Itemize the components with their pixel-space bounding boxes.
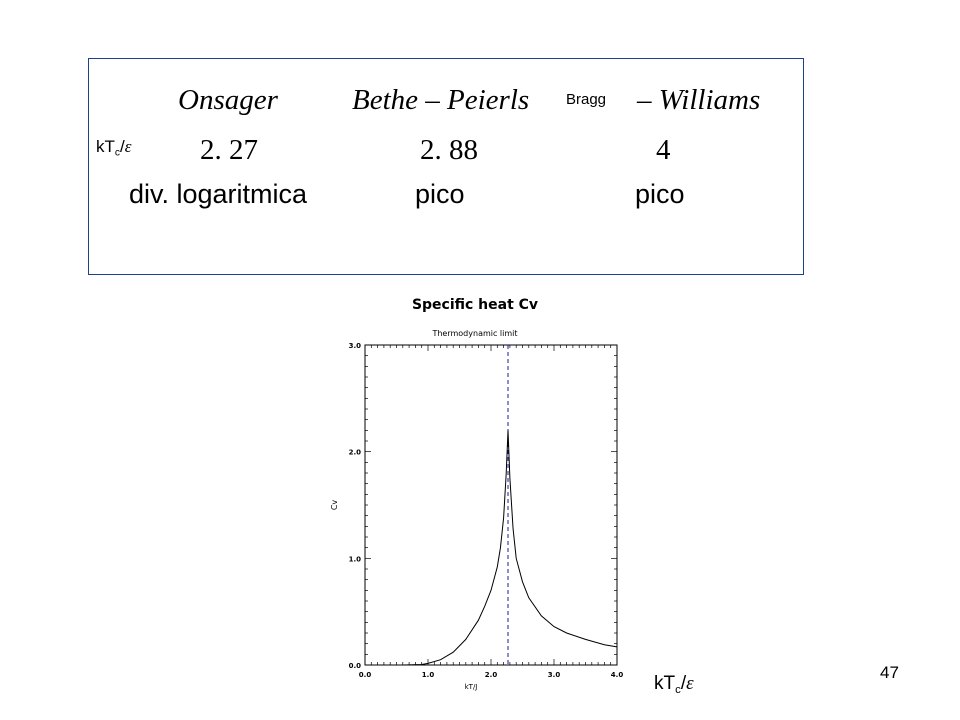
y-tick-label: 2.0 — [349, 449, 362, 457]
comparison-table — [88, 58, 804, 275]
y-tick-label: 3.0 — [349, 342, 362, 350]
behavior-bethe-peierls: pico — [415, 179, 465, 209]
behavior-onsager: div. logaritmica — [129, 179, 308, 209]
x-tick-label: 4.0 — [611, 671, 624, 679]
y-axis-label: Cv — [330, 500, 339, 511]
header-onsager: Onsager — [178, 84, 278, 116]
x-tick-label: 0.0 — [359, 671, 372, 679]
x-tick-label: 3.0 — [548, 671, 561, 679]
x-tick-label: 1.0 — [422, 671, 435, 679]
header-bethe-peierls: Bethe – Peierls — [352, 84, 530, 116]
specific-heat-chart: Specific heat Cv Thermodynamic limit 0.0… — [330, 297, 624, 691]
header-bragg: Bragg — [566, 91, 607, 108]
behavior-bragg-williams: pico — [635, 179, 685, 209]
chart-subtitle: Thermodynamic limit — [431, 329, 517, 338]
y-tick-label: 0.0 — [349, 662, 362, 670]
cv-curve — [365, 430, 618, 666]
plot-frame — [364, 344, 618, 666]
bottom-kt-label: kTc/ε — [654, 673, 694, 696]
x-axis-label: kT/J — [465, 683, 478, 691]
y-tick-label: 1.0 — [349, 555, 362, 563]
value-bethe-peierls: 2. 88 — [420, 134, 478, 166]
x-tick-label: 2.0 — [485, 671, 498, 679]
slide-number: 47 — [880, 663, 899, 682]
header-williams: – Williams — [637, 84, 761, 116]
kt-row-label: kTc/ε — [96, 137, 132, 159]
value-bragg-williams: 4 — [656, 134, 671, 166]
value-onsager: 2. 27 — [200, 134, 258, 166]
chart-title: Specific heat Cv — [412, 297, 538, 313]
